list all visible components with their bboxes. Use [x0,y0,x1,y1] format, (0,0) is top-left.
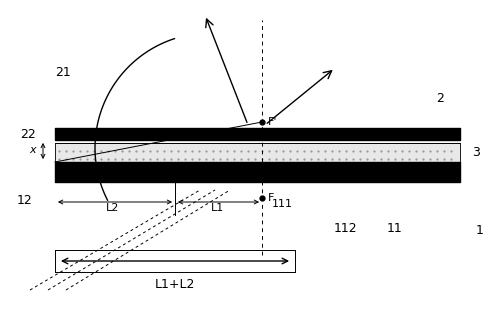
Text: F: F [268,193,274,203]
Text: L1+L2: L1+L2 [155,278,195,291]
Text: 111: 111 [272,199,293,209]
Text: L2: L2 [106,203,120,213]
Text: L1: L1 [211,203,224,213]
Text: 3: 3 [472,145,480,158]
Text: F': F' [268,117,278,127]
Text: x: x [30,145,36,155]
Text: 2: 2 [436,92,444,105]
Text: 21: 21 [55,66,71,79]
Text: 1: 1 [476,224,484,236]
Text: 11: 11 [387,221,403,234]
Text: 112: 112 [333,221,357,234]
Text: 22: 22 [20,128,36,141]
Text: 12: 12 [17,194,33,206]
